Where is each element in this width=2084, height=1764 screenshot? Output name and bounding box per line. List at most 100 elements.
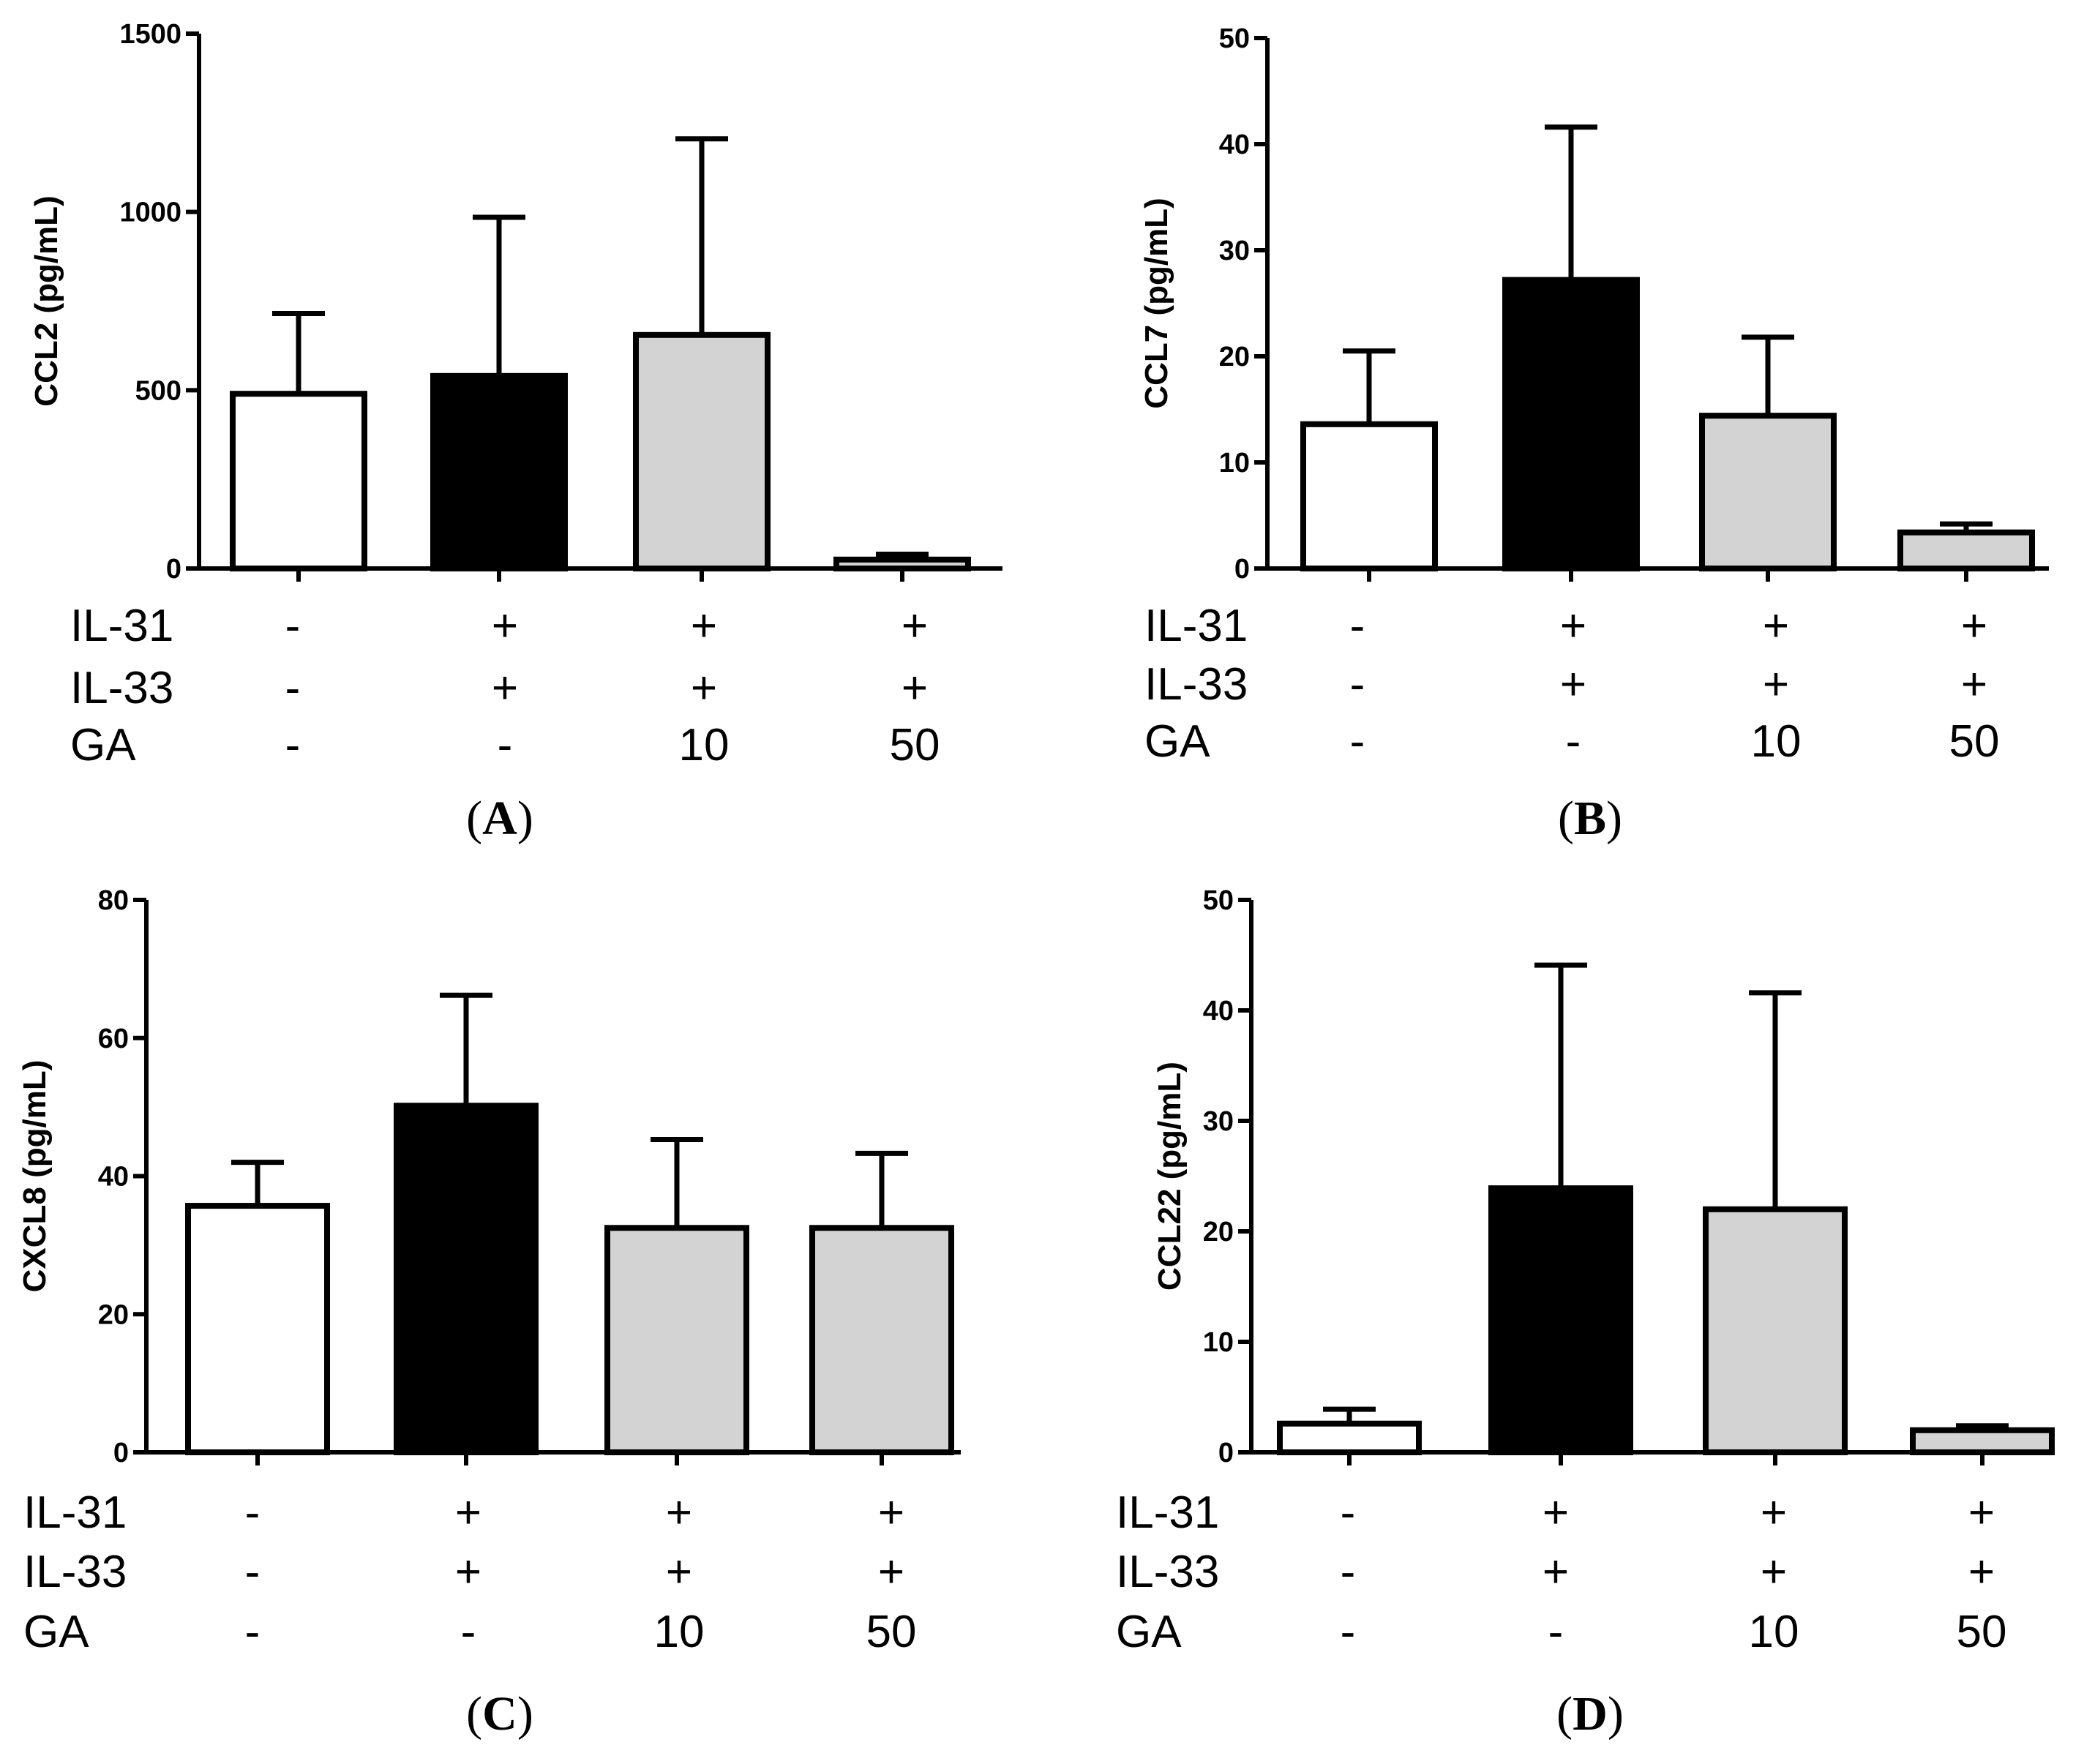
y-axis-label: CXCL8 (pg/mL) xyxy=(17,1060,53,1293)
panel-label: (A) xyxy=(466,792,533,845)
chart-panel-c: 0 20 40 60 80 CXCL8 (pg/mL) IL-31 - + + + IL-33 - + + +… xyxy=(17,885,961,1741)
bar xyxy=(604,1225,749,1455)
condition-value: 50 xyxy=(866,1607,917,1657)
y-tick-label: 0 xyxy=(1234,554,1250,585)
condition-value: 50 xyxy=(1949,716,2000,767)
row-label-il-33: IL-33 xyxy=(70,663,173,713)
bar xyxy=(1910,1427,2055,1456)
condition-value: + xyxy=(691,601,717,651)
condition-value: - xyxy=(1341,1607,1356,1657)
y-tick-label: 60 xyxy=(98,1024,129,1054)
y-tick-label: 20 xyxy=(1219,342,1250,372)
condition-value: - xyxy=(1350,716,1365,767)
condition-value: - xyxy=(245,1487,260,1538)
bar xyxy=(1897,529,2035,572)
condition-value: + xyxy=(492,663,518,713)
condition-value: - xyxy=(245,1607,260,1657)
condition-value: - xyxy=(285,720,301,770)
bar xyxy=(230,391,367,571)
bar xyxy=(633,331,771,571)
bar xyxy=(1488,1185,1633,1455)
y-tick-label: 1000 xyxy=(119,198,181,228)
y-tick-label: 1500 xyxy=(119,19,181,50)
chart-panel-d: 0 10 20 30 40 50 CCL22 (pg/mL) IL-31 - + + + IL-33 - +… xyxy=(1116,885,2055,1741)
condition-value: - xyxy=(498,720,513,770)
y-axis-label: CCL2 (pg/mL) xyxy=(29,195,64,406)
condition-value: + xyxy=(902,663,928,713)
panel-label: (D) xyxy=(1556,1687,1624,1741)
bar xyxy=(430,372,568,572)
y-tick-label: 0 xyxy=(1218,1438,1234,1468)
panel-label: (C) xyxy=(466,1687,533,1741)
condition-value: + xyxy=(1968,1487,1995,1538)
row-label-il-31: IL-31 xyxy=(23,1487,127,1538)
row-label-il-33: IL-33 xyxy=(1116,1547,1219,1597)
row-label-il-31: IL-31 xyxy=(1116,1487,1219,1538)
condition-value: - xyxy=(1341,1487,1356,1538)
y-tick-label: 0 xyxy=(166,554,181,585)
chart-panel-b: 0 10 20 30 40 50 CCL7 (pg/mL) IL-31 - + + + IL-33 - + +… xyxy=(1139,23,2049,845)
bar xyxy=(1502,277,1640,571)
condition-value: - xyxy=(285,601,301,651)
bar xyxy=(1277,1420,1422,1455)
y-axis-label: CCL7 (pg/mL) xyxy=(1139,198,1174,408)
condition-value: 10 xyxy=(1751,716,1802,767)
condition-value: 10 xyxy=(679,720,730,770)
row-label-ga: GA xyxy=(1144,716,1210,767)
condition-value: + xyxy=(1961,601,1987,651)
condition-value: + xyxy=(666,1547,692,1597)
condition-value: + xyxy=(1763,659,1789,710)
chart-panel-a: 0 500 1000 1500 CCL2 (pg/mL) IL-31 - + + + IL-33 - +… xyxy=(29,19,1002,845)
panel-label: (B) xyxy=(1558,792,1622,845)
row-label-il-31: IL-31 xyxy=(1144,601,1248,651)
y-tick-label: 20 xyxy=(98,1299,129,1330)
row-label-ga: GA xyxy=(1116,1607,1182,1657)
row-label-il-33: IL-33 xyxy=(23,1547,127,1597)
condition-value: 50 xyxy=(890,720,940,770)
condition-value: + xyxy=(455,1547,481,1597)
condition-value: - xyxy=(1548,1607,1564,1657)
condition-value: - xyxy=(1566,716,1581,767)
y-tick-label: 10 xyxy=(1203,1327,1234,1358)
condition-value: 50 xyxy=(1957,1607,2007,1657)
y-tick-label: 40 xyxy=(1219,130,1250,160)
condition-value: + xyxy=(1763,601,1789,651)
row-label-ga: GA xyxy=(23,1607,89,1657)
condition-value: + xyxy=(1543,1487,1569,1538)
y-tick-label: 500 xyxy=(135,375,181,406)
y-axis-label: CCL22 (pg/mL) xyxy=(1152,1062,1188,1291)
condition-value: + xyxy=(1761,1487,1787,1538)
condition-value: - xyxy=(245,1547,260,1597)
condition-value: 10 xyxy=(1749,1607,1799,1657)
y-tick-label: 10 xyxy=(1219,448,1250,478)
bar xyxy=(1300,421,1438,571)
condition-value: + xyxy=(1968,1547,1995,1597)
condition-value: + xyxy=(878,1487,904,1538)
bar xyxy=(1699,413,1837,572)
condition-value: 10 xyxy=(654,1607,705,1657)
condition-value: + xyxy=(1761,1547,1787,1597)
bar xyxy=(185,1203,330,1456)
bar xyxy=(809,1225,954,1455)
row-label-ga: GA xyxy=(70,720,136,770)
condition-value: + xyxy=(455,1487,481,1538)
y-tick-label: 40 xyxy=(1203,996,1234,1027)
condition-value: + xyxy=(902,601,928,651)
condition-value: - xyxy=(1350,659,1365,710)
condition-value: + xyxy=(1560,601,1586,651)
y-tick-label: 50 xyxy=(1203,885,1234,916)
y-tick-label: 0 xyxy=(113,1438,129,1468)
bar xyxy=(1703,1206,1848,1456)
condition-value: + xyxy=(1961,659,1987,710)
row-label-il-31: IL-31 xyxy=(70,601,173,651)
condition-value: + xyxy=(666,1487,692,1538)
condition-value: + xyxy=(878,1547,904,1597)
condition-value: - xyxy=(461,1607,476,1657)
y-tick-label: 50 xyxy=(1219,23,1250,54)
condition-value: + xyxy=(492,601,518,651)
y-tick-label: 20 xyxy=(1203,1217,1234,1247)
row-label-il-33: IL-33 xyxy=(1144,659,1248,710)
y-tick-label: 30 xyxy=(1203,1106,1234,1137)
condition-value: + xyxy=(1560,659,1586,710)
